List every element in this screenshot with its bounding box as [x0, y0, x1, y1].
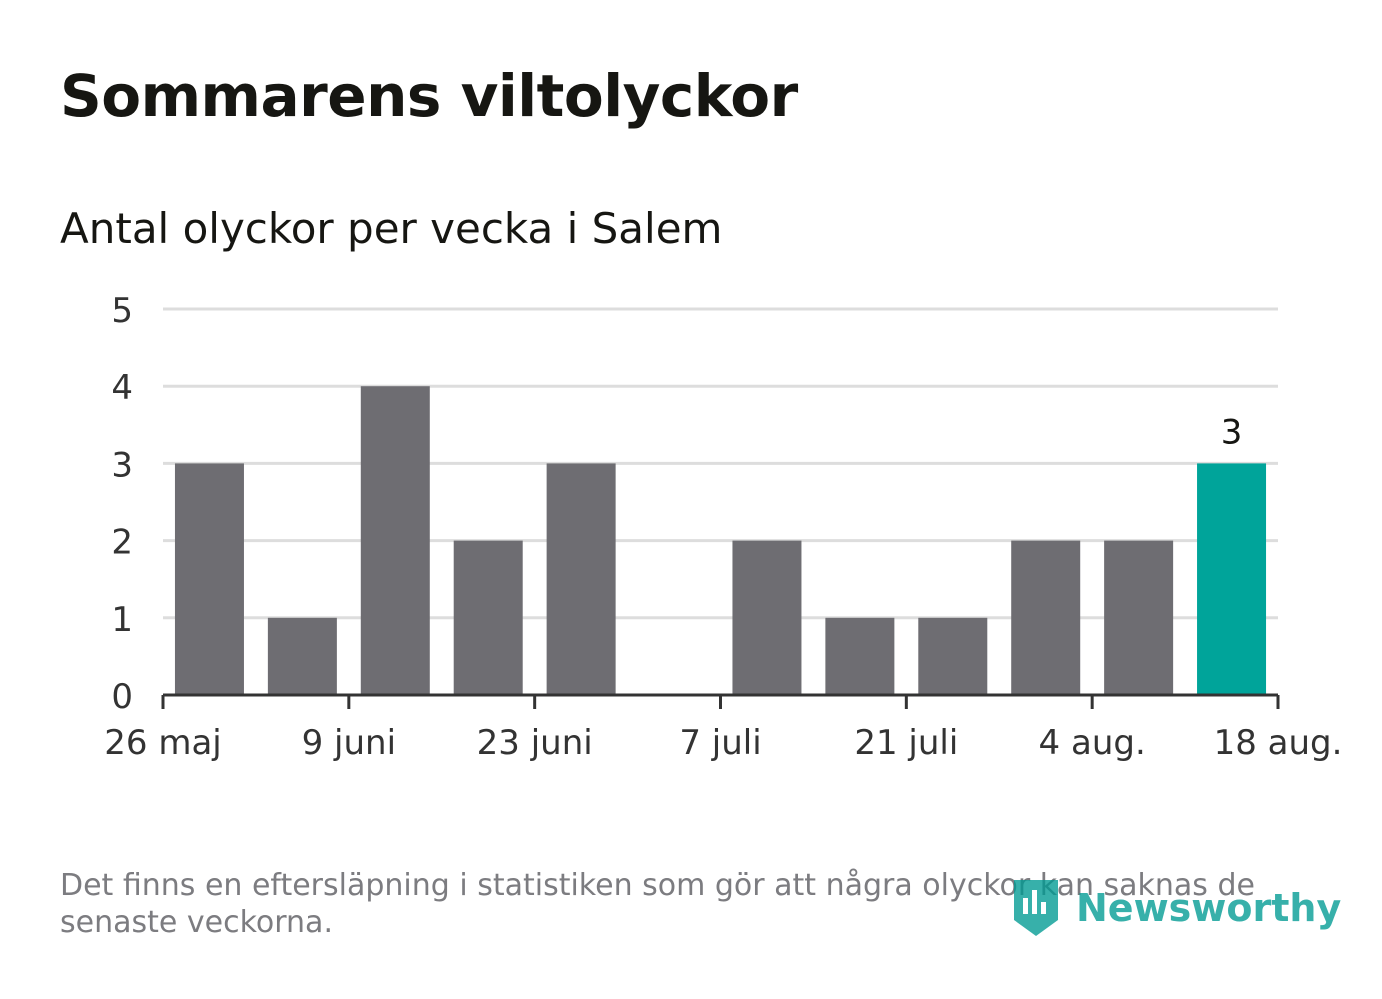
gridlines — [163, 307, 1278, 620]
bar — [267, 617, 337, 695]
x-tick-label: 21 juli — [854, 723, 958, 763]
x-tick-label: 23 juni — [477, 723, 593, 763]
y-tick-label: 1 — [111, 600, 133, 640]
bar — [360, 386, 430, 695]
newsworthy-logo-icon — [1014, 880, 1058, 936]
y-tick-label: 5 — [111, 291, 133, 331]
x-tick-label: 9 juni — [302, 723, 396, 763]
bar — [1011, 540, 1081, 695]
y-tick-label: 0 — [111, 677, 133, 717]
chart-subtitle: Antal olyckor per vecka i Salem — [60, 204, 723, 253]
x-tick-label: 26 maj — [104, 723, 221, 763]
bar — [453, 540, 523, 695]
axes — [161, 693, 1280, 709]
bar — [732, 540, 802, 695]
tick-labels: 0 1 2 3 4 5 3 26 maj 9 juni 23 juni 7 juli 21 juli 4… — [104, 291, 1342, 763]
bar — [174, 463, 244, 695]
bar-chart: 0 1 2 3 4 5 3 26 maj 9 juni 23 juni 7 juli 21 juli 4… — [104, 291, 1342, 763]
bar — [825, 617, 895, 695]
y-tick-label: 2 — [111, 523, 133, 563]
bars — [174, 386, 1267, 695]
x-tick-label: 4 aug. — [1039, 723, 1146, 763]
bar-highlight — [1197, 463, 1267, 695]
x-tick-label: 7 juli — [679, 723, 761, 763]
bar — [546, 463, 616, 695]
y-tick-label: 4 — [111, 368, 133, 408]
bar — [918, 617, 988, 695]
y-tick-label: 3 — [111, 445, 133, 485]
newsworthy-logo: Newsworthy — [1010, 876, 1341, 940]
bar — [1104, 540, 1174, 695]
x-tick-label: 18 aug. — [1214, 723, 1343, 763]
logo-text: Newsworthy — [1076, 886, 1342, 930]
chart-title: Sommarens viltolyckor — [60, 62, 798, 130]
bar-value-label: 3 — [1221, 412, 1243, 452]
